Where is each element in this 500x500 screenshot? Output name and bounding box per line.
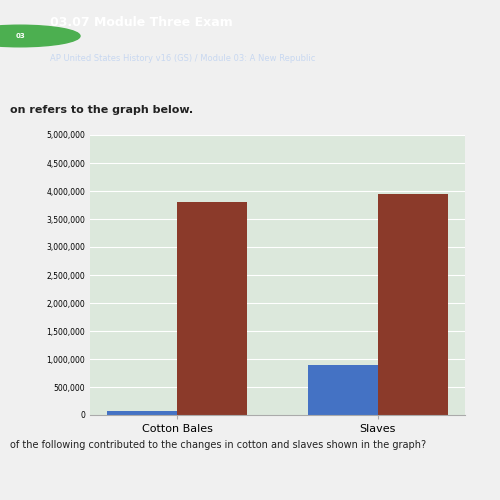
Text: AP United States History v16 (GS) / Module 03: A New Republic: AP United States History v16 (GS) / Modu…: [50, 54, 316, 63]
Text: on refers to the graph below.: on refers to the graph below.: [10, 105, 193, 115]
Text: 03: 03: [15, 33, 25, 39]
Text: 03.07 Module Three Exam: 03.07 Module Three Exam: [50, 16, 233, 29]
Bar: [308, 364, 378, 415]
Circle shape: [0, 25, 80, 47]
Text: of the following contributed to the changes in cotton and slaves shown in the gr: of the following contributed to the chan…: [10, 440, 426, 450]
Bar: [107, 411, 177, 415]
Bar: [378, 194, 448, 415]
Bar: [177, 202, 248, 415]
